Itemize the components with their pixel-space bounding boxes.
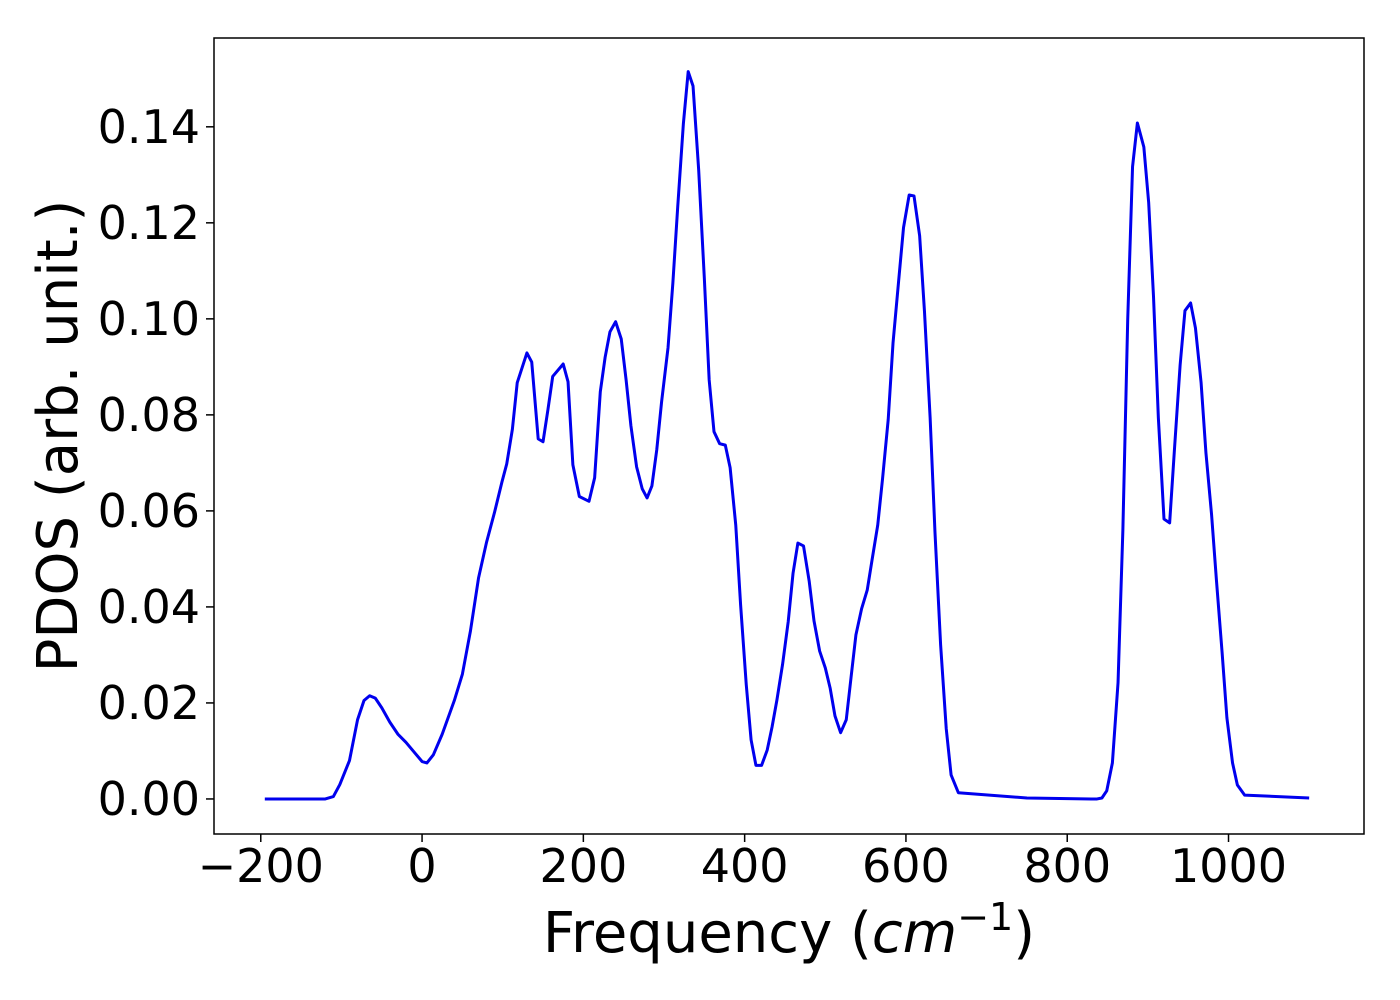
y-tick-label: 0.06 bbox=[98, 484, 200, 538]
x-tick-label: 600 bbox=[862, 839, 950, 893]
x-label-unit: cm bbox=[872, 901, 957, 966]
x-label-text: Frequency ( bbox=[543, 901, 872, 966]
x-label-close: ) bbox=[1013, 901, 1035, 966]
plot-frame bbox=[213, 37, 1365, 835]
y-tick-label: 0.14 bbox=[98, 100, 200, 154]
x-tick-label: 0 bbox=[407, 839, 436, 893]
x-axis-label: Frequency (cm−1) bbox=[543, 895, 1035, 966]
y-axis-label: PDOS (arb. unit.) bbox=[26, 200, 91, 673]
x-tick-label: 800 bbox=[1023, 839, 1111, 893]
y-tick-label: 0.10 bbox=[98, 292, 200, 346]
x-label-exponent: −1 bbox=[957, 895, 1013, 939]
y-tick-label: 0.08 bbox=[98, 388, 200, 442]
y-tick-label: 0.12 bbox=[98, 196, 200, 250]
data-line bbox=[264, 70, 1310, 801]
x-tick-label: 200 bbox=[539, 839, 627, 893]
x-tick-label: 1000 bbox=[1170, 839, 1287, 893]
y-tick-label: 0.02 bbox=[98, 676, 200, 730]
x-tick-label: −200 bbox=[198, 839, 324, 893]
y-tick-label: 0.00 bbox=[98, 772, 200, 826]
y-tick-label: 0.04 bbox=[98, 580, 200, 634]
x-tick-label: 400 bbox=[701, 839, 789, 893]
